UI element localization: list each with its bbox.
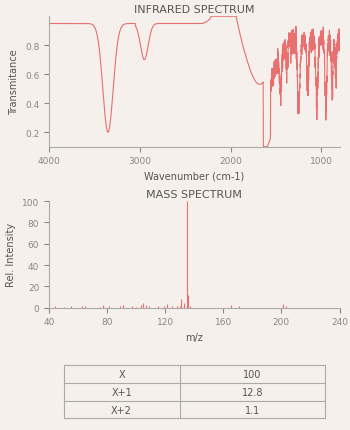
Text: 12.8: 12.8 — [241, 387, 263, 397]
Y-axis label: Rel. Intensity: Rel. Intensity — [6, 223, 16, 287]
X-axis label: Wavenumber (cm-1): Wavenumber (cm-1) — [144, 172, 244, 181]
Text: X+2: X+2 — [111, 405, 132, 415]
Title: MASS SPECTRUM: MASS SPECTRUM — [146, 190, 242, 200]
Y-axis label: Transmitance: Transmitance — [9, 49, 19, 115]
Text: X: X — [118, 369, 125, 379]
Text: 100: 100 — [243, 369, 261, 379]
X-axis label: m/z: m/z — [186, 332, 203, 342]
Text: X+1: X+1 — [111, 387, 132, 397]
Title: INFRARED SPECTRUM: INFRARED SPECTRUM — [134, 5, 254, 15]
Text: 1.1: 1.1 — [245, 405, 260, 415]
